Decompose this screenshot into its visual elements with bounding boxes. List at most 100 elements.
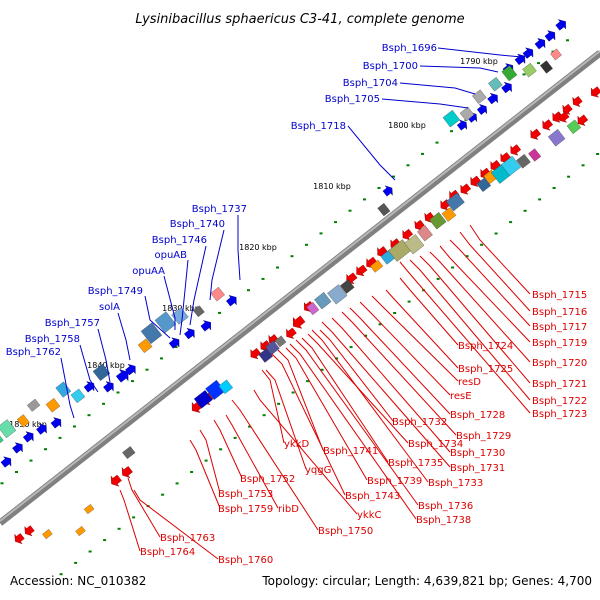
forward-gene: [382, 185, 393, 197]
tick-mark: [522, 73, 526, 76]
gene-label: Bsph_1736: [418, 501, 473, 512]
tick-mark: [552, 187, 556, 189]
gene-label: yqgG: [305, 465, 331, 476]
reverse-gene: [356, 264, 368, 277]
tick-mark: [334, 221, 337, 224]
tick-mark: [58, 436, 62, 439]
gene-box: [137, 338, 153, 354]
reverse-gene: [460, 183, 472, 195]
gene-box: [16, 414, 30, 428]
gene-box: [258, 348, 274, 363]
kbp-mark: 1850 kbp: [9, 420, 47, 429]
kbp-mark: 1810 kbp: [313, 182, 351, 191]
reverse-gene: [402, 228, 414, 241]
tick-mark: [290, 255, 294, 258]
leader-line: [347, 125, 396, 181]
gene-box: [314, 291, 332, 310]
leader-line: [419, 255, 531, 384]
gene-box: [445, 192, 465, 212]
kbp-mark: 1820 kbp: [239, 243, 277, 252]
reverse-gene: [121, 466, 133, 479]
gene-label: solA: [99, 302, 120, 313]
tick-mark: [566, 39, 569, 42]
forward-gene: [125, 363, 136, 376]
tick-mark: [523, 209, 527, 212]
tick-mark: [509, 221, 513, 224]
forward-gene: [168, 337, 180, 349]
reverse-gene: [14, 533, 25, 545]
tick-mark: [450, 130, 453, 133]
gene-box: [171, 307, 189, 325]
gene-box: [522, 62, 537, 78]
tick-mark: [116, 391, 120, 394]
tick-mark: [175, 482, 179, 485]
leader-line: [341, 311, 457, 436]
leader-line: [231, 399, 319, 531]
gene-label: Bsph_1746: [152, 235, 207, 246]
gene-box: [193, 390, 213, 409]
gene-label: Bsph_1731: [450, 463, 505, 474]
gene-box: [92, 363, 111, 382]
forward-gene: [50, 417, 62, 429]
gene-label: Bsph_1758: [25, 334, 80, 345]
gene-label: Bsph_1753: [218, 489, 273, 500]
tick-mark: [87, 414, 91, 417]
gene-box: [369, 259, 384, 273]
gene-box: [0, 419, 17, 439]
leader-line: [285, 347, 368, 481]
gene-label: Bsph_1740: [170, 219, 225, 230]
gene-label: Bsph_1717: [532, 322, 587, 333]
gene-box: [55, 381, 72, 398]
tick-mark: [291, 391, 295, 394]
tick-mark: [204, 459, 208, 462]
genome-backbone: [0, 50, 600, 526]
gene-box: [488, 76, 503, 92]
leader-line: [271, 353, 346, 496]
gene-label: Bsph_1704: [343, 78, 398, 89]
tick-mark: [364, 334, 368, 337]
genome-backbone-highlight: [0, 50, 600, 522]
tick-mark: [393, 312, 397, 314]
tick-mark: [305, 243, 308, 246]
leader-line: [439, 245, 531, 343]
leader-line: [301, 337, 389, 463]
reverse-gene: [542, 119, 554, 131]
tick-mark: [377, 187, 381, 189]
reverse-gene: [24, 525, 35, 537]
tick-mark: [348, 209, 352, 212]
gene-box: [75, 525, 86, 537]
tick-mark: [160, 357, 163, 360]
gene-label: Bsph_1764: [140, 547, 195, 558]
leader-line: [331, 317, 451, 453]
leader-line: [97, 328, 111, 383]
leader-line: [399, 82, 476, 95]
leader-line: [307, 333, 409, 444]
leader-line: [117, 312, 131, 361]
leader-line: [253, 389, 358, 515]
gene-box: [42, 529, 53, 540]
gene-box: [26, 398, 41, 412]
gene-label: Bsph_1749: [88, 286, 143, 297]
tick-mark: [190, 471, 194, 473]
gene-label: ribD: [278, 504, 299, 515]
tick-mark: [276, 266, 279, 269]
gene-label: Bsph_1730: [450, 448, 505, 459]
tick-mark: [480, 243, 484, 246]
leader-line: [237, 215, 241, 281]
leader-line: [469, 224, 531, 295]
gene-label: Bsph_1733: [428, 478, 483, 489]
tick-mark: [320, 368, 324, 371]
gene-label: Bsph_1757: [45, 318, 100, 329]
tick-mark: [349, 346, 353, 349]
forward-gene: [555, 19, 566, 31]
gene-box: [441, 207, 457, 222]
forward-strand-genes: [0, 19, 566, 468]
leader-line: [179, 259, 189, 336]
tick-mark: [306, 380, 310, 383]
forward-gene: [487, 92, 498, 105]
forward-gene: [501, 81, 512, 94]
tick-mark: [0, 482, 4, 485]
gene-label: Bsph_1720: [532, 358, 587, 369]
tick-mark: [494, 232, 498, 235]
